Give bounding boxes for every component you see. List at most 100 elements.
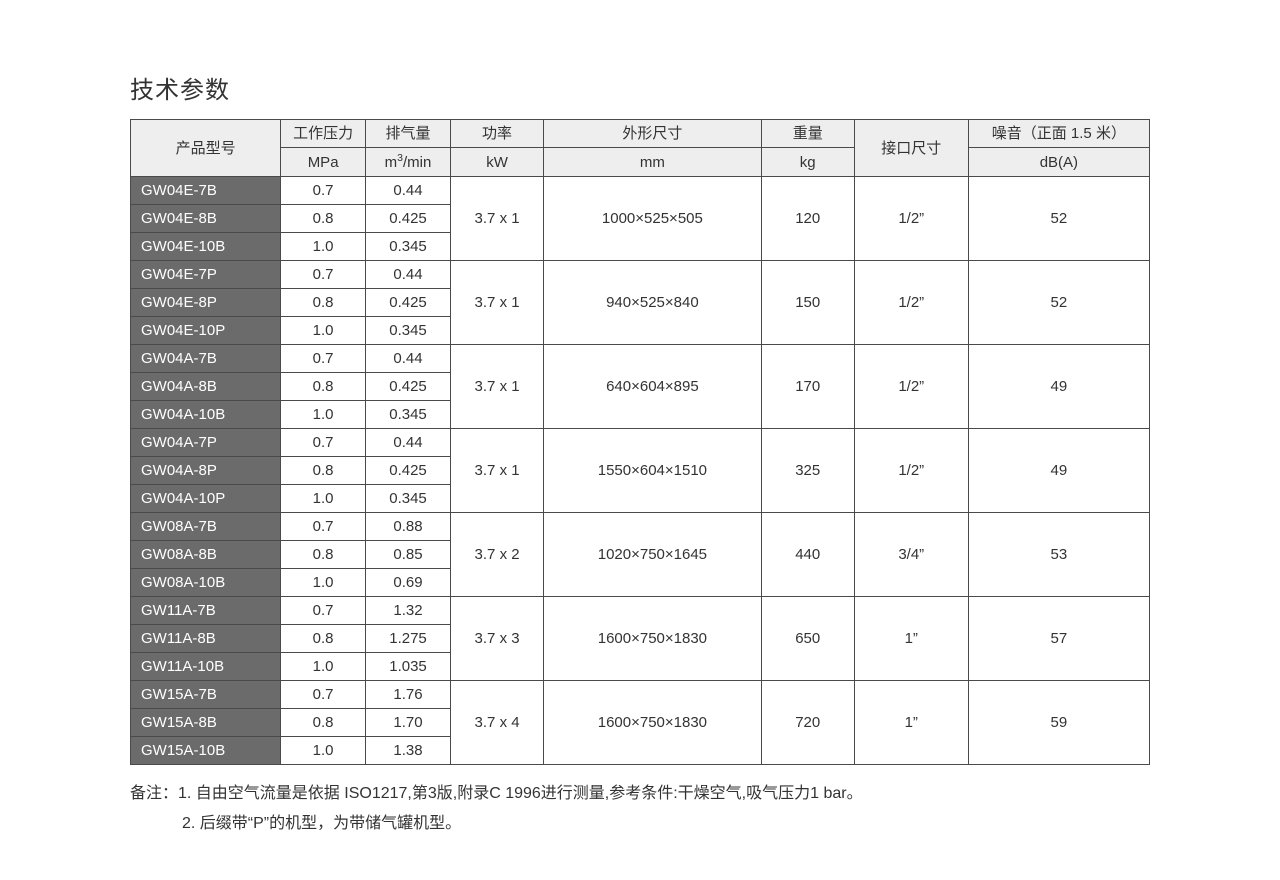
cell-pressure: 1.0 [281, 569, 366, 597]
th-pressure-unit: MPa [281, 148, 366, 177]
cell-pressure: 1.0 [281, 317, 366, 345]
th-power: 功率 [450, 120, 543, 148]
cell-volume: 1.38 [366, 737, 451, 765]
cell-pressure: 0.7 [281, 261, 366, 289]
table-row: GW15A-7B0.71.763.7 x 41600×750×18307201”… [131, 681, 1150, 709]
cell-volume: 0.44 [366, 261, 451, 289]
cell-power: 3.7 x 3 [450, 597, 543, 681]
cell-dimensions: 640×604×895 [544, 345, 761, 429]
note-1-text: 1. 自由空气流量是依据 ISO1217,第3版,附录C 1996进行测量,参考… [178, 785, 863, 802]
cell-volume: 0.425 [366, 205, 451, 233]
cell-model: GW04E-7B [131, 177, 281, 205]
th-model: 产品型号 [131, 120, 281, 177]
cell-port: 1” [854, 681, 968, 765]
cell-volume: 1.035 [366, 653, 451, 681]
cell-model: GW11A-7B [131, 597, 281, 625]
cell-volume: 0.425 [366, 373, 451, 401]
cell-volume: 1.275 [366, 625, 451, 653]
cell-model: GW11A-8B [131, 625, 281, 653]
cell-pressure: 0.8 [281, 541, 366, 569]
cell-pressure: 0.7 [281, 177, 366, 205]
cell-power: 3.7 x 2 [450, 513, 543, 597]
cell-port: 1” [854, 597, 968, 681]
table-row: GW04A-7P0.70.443.7 x 11550×604×15103251/… [131, 429, 1150, 457]
th-weight-unit: kg [761, 148, 854, 177]
cell-model: GW04A-10B [131, 401, 281, 429]
cell-model: GW08A-10B [131, 569, 281, 597]
cell-pressure: 1.0 [281, 401, 366, 429]
cell-model: GW08A-8B [131, 541, 281, 569]
th-volume: 排气量 [366, 120, 451, 148]
cell-power: 3.7 x 1 [450, 345, 543, 429]
cell-model: GW08A-7B [131, 513, 281, 541]
cell-volume: 0.88 [366, 513, 451, 541]
th-power-unit: kW [450, 148, 543, 177]
page-title: 技术参数 [130, 70, 1150, 105]
cell-port: 1/2” [854, 429, 968, 513]
note-line-2: 2. 后缀带“P”的机型，为带储气罐机型。 [130, 809, 1150, 839]
cell-model: GW15A-7B [131, 681, 281, 709]
table-row: GW04E-7B0.70.443.7 x 11000×525×5051201/2… [131, 177, 1150, 205]
cell-pressure: 0.7 [281, 681, 366, 709]
cell-model: GW04E-7P [131, 261, 281, 289]
cell-weight: 440 [761, 513, 854, 597]
cell-dimensions: 1600×750×1830 [544, 597, 761, 681]
cell-pressure: 0.8 [281, 625, 366, 653]
note-line-1: 备注：1. 自由空气流量是依据 ISO1217,第3版,附录C 1996进行测量… [130, 779, 1150, 809]
cell-port: 1/2” [854, 261, 968, 345]
cell-model: GW04A-8P [131, 457, 281, 485]
cell-pressure: 0.8 [281, 205, 366, 233]
notes: 备注：1. 自由空气流量是依据 ISO1217,第3版,附录C 1996进行测量… [130, 779, 1150, 840]
cell-model: GW15A-8B [131, 709, 281, 737]
cell-weight: 170 [761, 345, 854, 429]
table-row: GW11A-7B0.71.323.7 x 31600×750×18306501”… [131, 597, 1150, 625]
th-weight: 重量 [761, 120, 854, 148]
cell-model: GW04E-8P [131, 289, 281, 317]
cell-model: GW04E-10B [131, 233, 281, 261]
cell-dimensions: 1600×750×1830 [544, 681, 761, 765]
cell-volume: 1.76 [366, 681, 451, 709]
th-pressure: 工作压力 [281, 120, 366, 148]
cell-noise: 57 [968, 597, 1149, 681]
cell-power: 3.7 x 1 [450, 429, 543, 513]
cell-model: GW04E-10P [131, 317, 281, 345]
cell-pressure: 0.8 [281, 709, 366, 737]
cell-volume: 0.425 [366, 289, 451, 317]
note-prefix: 备注： [130, 785, 178, 802]
cell-noise: 52 [968, 177, 1149, 261]
cell-model: GW04E-8B [131, 205, 281, 233]
cell-noise: 53 [968, 513, 1149, 597]
cell-noise: 59 [968, 681, 1149, 765]
cell-dimensions: 1550×604×1510 [544, 429, 761, 513]
cell-volume: 0.44 [366, 345, 451, 373]
cell-noise: 52 [968, 261, 1149, 345]
cell-port: 1/2” [854, 177, 968, 261]
th-noise-unit: dB(A) [968, 148, 1149, 177]
unit-pre: m [385, 154, 398, 171]
cell-volume: 0.345 [366, 485, 451, 513]
cell-pressure: 0.7 [281, 345, 366, 373]
cell-port: 3/4” [854, 513, 968, 597]
cell-model: GW04A-7B [131, 345, 281, 373]
cell-volume: 0.345 [366, 233, 451, 261]
cell-model: GW04A-7P [131, 429, 281, 457]
cell-dimensions: 1020×750×1645 [544, 513, 761, 597]
cell-power: 3.7 x 1 [450, 261, 543, 345]
cell-pressure: 0.7 [281, 513, 366, 541]
cell-volume: 0.69 [366, 569, 451, 597]
cell-pressure: 0.8 [281, 373, 366, 401]
unit-post: /min [403, 154, 431, 171]
cell-pressure: 0.7 [281, 597, 366, 625]
cell-weight: 150 [761, 261, 854, 345]
th-noise: 噪音（正面 1.5 米） [968, 120, 1149, 148]
table-body: GW04E-7B0.70.443.7 x 11000×525×5051201/2… [131, 177, 1150, 765]
cell-pressure: 1.0 [281, 233, 366, 261]
cell-power: 3.7 x 1 [450, 177, 543, 261]
cell-volume: 0.44 [366, 429, 451, 457]
cell-volume: 1.70 [366, 709, 451, 737]
cell-noise: 49 [968, 345, 1149, 429]
cell-weight: 325 [761, 429, 854, 513]
cell-volume: 1.32 [366, 597, 451, 625]
cell-model: GW11A-10B [131, 653, 281, 681]
cell-volume: 0.44 [366, 177, 451, 205]
